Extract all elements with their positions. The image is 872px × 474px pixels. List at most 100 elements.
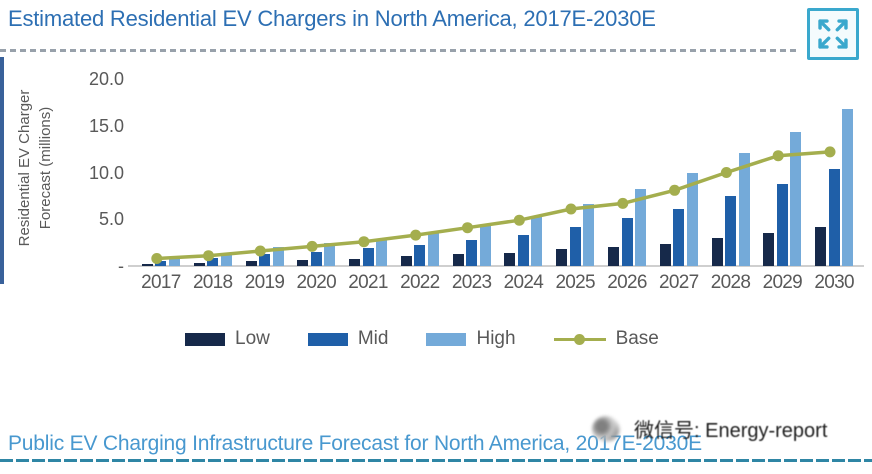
base-point-2026 [617,197,629,209]
bar-high-2017 [168,256,180,266]
bar-low-2018 [193,263,205,266]
legend-label-base: Base [615,328,659,349]
bar-mid-2027 [673,209,685,266]
y-tick-label: 15.0 [88,115,124,136]
bar-low-2030 [815,226,827,266]
bar-mid-2018 [207,257,219,266]
x-tick-label: 2017 [141,272,181,293]
legend-label-mid: Mid [357,328,389,349]
base-point-2028 [720,167,732,178]
bar-high-2022 [427,233,439,266]
x-tick-label: 2020 [296,272,337,293]
bar-low-2017 [141,264,153,266]
base-point-2021 [358,236,370,248]
x-tick-label: 2024 [503,272,544,293]
bar-mid-2028 [725,195,736,266]
bar-mid-2021 [362,248,374,266]
bar-low-2019 [245,261,257,266]
x-tick-label: 2030 [814,272,854,293]
x-tick-label: 2021 [348,272,388,293]
x-tick-label: 2025 [555,272,595,293]
bar-mid-2019 [259,253,270,266]
bar-low-2026 [608,247,619,266]
legend-swatch-low [185,332,225,346]
legend-item-low: Low [185,328,270,350]
bar-mid-2023 [466,239,478,266]
bar-high-2027 [686,172,698,266]
base-point-2019 [254,245,266,257]
y-tick-label: 5.0 [98,209,124,230]
expand-arrows-icon [818,19,848,49]
watermark: 微信号: Energy-report [592,414,827,443]
legend-item-mid: Mid [307,328,389,350]
base-point-2027 [669,184,681,196]
x-tick-label: 2023 [451,272,492,293]
x-axis-line [128,265,864,267]
bar-high-2019 [272,247,284,266]
base-point-2029 [772,150,784,162]
legend-item-base: Base [553,328,659,350]
y-tick-label: - [118,256,124,276]
bar-low-2022 [400,255,412,266]
expand-button[interactable] [807,8,859,60]
watermark-logo-icon [592,415,620,442]
base-point-2022 [410,229,422,241]
legend-base-dot [573,333,585,345]
bar-mid-2029 [776,183,788,266]
left-edge-accent [0,57,4,284]
bar-high-2030 [842,108,854,266]
legend-label-high: High [476,328,516,349]
x-tick-label: 2026 [607,272,647,293]
y-axis-title: Residential EV Charger Forecast (million… [14,53,58,283]
footer-title: Public EV Charging Infrastructure Foreca… [8,432,702,455]
bar-mid-2024 [517,235,529,266]
bar-high-2026 [635,189,646,266]
bar-mid-2030 [828,168,840,266]
base-point-2018 [203,250,214,262]
bar-low-2020 [297,260,309,266]
bar-high-2024 [531,216,543,266]
bar-high-2028 [738,152,750,266]
bar-mid-2022 [414,244,426,266]
chart-title: Estimated Residential EV Chargers in Nor… [8,6,656,31]
x-tick-label: 2029 [762,272,803,293]
bar-low-2029 [763,233,775,266]
base-point-2030 [824,146,836,158]
y-tick-label: 20.0 [88,69,124,89]
base-point-2025 [565,203,577,215]
bar-high-2018 [220,252,232,266]
bar-high-2023 [479,225,491,266]
base-point-2023 [462,222,473,234]
y-tick-label: 10.0 [88,162,124,183]
bar-high-2029 [790,132,802,266]
x-tick-label: 2028 [710,272,751,293]
bar-low-2023 [452,253,464,266]
bar-high-2025 [583,204,595,266]
legend-label-low: Low [235,328,270,349]
legend-swatch-high [426,332,467,346]
legend-swatch-mid [307,332,348,346]
bar-low-2028 [711,237,723,266]
watermark-text: 微信号: Energy-report [634,420,828,442]
bar-low-2027 [659,243,671,266]
base-point-2024 [513,214,525,226]
legend: Low Mid High Base [185,328,659,350]
x-tick-label: 2022 [400,272,440,293]
y-axis-title-line2: Forecast (millions) [37,106,54,230]
bar-mid-2025 [569,226,581,266]
bar-low-2025 [556,249,568,266]
bar-mid-2017 [155,261,167,266]
bar-low-2021 [349,258,360,266]
bar-low-2024 [504,252,516,266]
base-line-series [151,146,836,264]
bar-mid-2026 [621,218,633,266]
x-tick-label: 2027 [659,272,699,293]
title-underline [0,49,799,52]
base-point-2017 [151,253,163,264]
legend-item-high: High [426,328,516,350]
bar-high-2020 [324,242,336,266]
y-axis-title-line1: Residential EV Charger [16,89,33,247]
x-tick-label: 2018 [192,272,233,293]
base-point-2020 [306,240,318,252]
